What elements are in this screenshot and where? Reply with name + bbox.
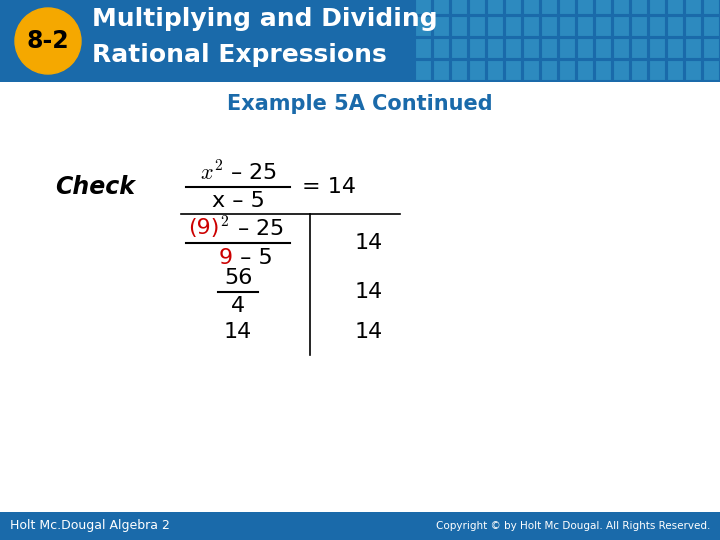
Text: $^2$ – 25: $^2$ – 25: [220, 216, 284, 240]
Bar: [469, 16, 485, 36]
Bar: [667, 38, 683, 58]
Bar: [505, 60, 521, 80]
Bar: [523, 38, 539, 58]
Text: Copyright © by Holt Mc Dougal. All Rights Reserved.: Copyright © by Holt Mc Dougal. All Right…: [436, 521, 710, 531]
Text: Check: Check: [55, 175, 135, 199]
Bar: [577, 38, 593, 58]
Bar: [649, 0, 665, 14]
Bar: [613, 38, 629, 58]
Bar: [595, 38, 611, 58]
Bar: [649, 38, 665, 58]
Bar: [595, 60, 611, 80]
Bar: [703, 38, 719, 58]
Bar: [559, 38, 575, 58]
Text: (9): (9): [189, 218, 220, 238]
Bar: [505, 16, 521, 36]
Bar: [649, 60, 665, 80]
Bar: [631, 60, 647, 80]
Text: 14: 14: [355, 322, 383, 342]
Bar: [487, 60, 503, 80]
Circle shape: [15, 8, 81, 74]
Bar: [541, 0, 557, 14]
Bar: [559, 16, 575, 36]
Bar: [577, 0, 593, 14]
Bar: [523, 60, 539, 80]
Bar: [703, 0, 719, 14]
Text: Example 5A Continued: Example 5A Continued: [228, 94, 492, 114]
Text: $x^2$ – 25: $x^2$ – 25: [199, 160, 276, 184]
Text: – 5: – 5: [233, 248, 273, 268]
Text: 8-2: 8-2: [27, 29, 69, 53]
Text: 14: 14: [355, 233, 383, 253]
Bar: [685, 16, 701, 36]
Bar: [541, 60, 557, 80]
Bar: [595, 16, 611, 36]
Bar: [577, 60, 593, 80]
Bar: [541, 38, 557, 58]
Bar: [415, 16, 431, 36]
Bar: [613, 0, 629, 14]
Bar: [469, 60, 485, 80]
Bar: [451, 0, 467, 14]
Bar: [685, 60, 701, 80]
Bar: [487, 38, 503, 58]
Bar: [415, 0, 431, 14]
Bar: [685, 0, 701, 14]
Bar: [0, 0, 720, 82]
Text: 9: 9: [219, 248, 233, 268]
Bar: [523, 0, 539, 14]
Bar: [685, 38, 701, 58]
Bar: [433, 16, 449, 36]
Bar: [703, 60, 719, 80]
Bar: [469, 38, 485, 58]
Text: 14: 14: [355, 282, 383, 302]
Text: 4: 4: [231, 296, 245, 316]
Bar: [613, 16, 629, 36]
Bar: [487, 0, 503, 14]
Bar: [559, 60, 575, 80]
Bar: [667, 60, 683, 80]
Text: Holt Mc.Dougal Algebra 2: Holt Mc.Dougal Algebra 2: [10, 519, 170, 532]
Bar: [433, 60, 449, 80]
Bar: [433, 38, 449, 58]
Text: Multiplying and Dividing: Multiplying and Dividing: [92, 7, 438, 31]
Text: x – 5: x – 5: [212, 191, 264, 211]
Text: 14: 14: [224, 322, 252, 342]
Bar: [631, 16, 647, 36]
Bar: [415, 60, 431, 80]
Bar: [433, 0, 449, 14]
Bar: [451, 16, 467, 36]
Bar: [451, 38, 467, 58]
Bar: [595, 0, 611, 14]
Bar: [415, 38, 431, 58]
Bar: [667, 16, 683, 36]
Bar: [451, 60, 467, 80]
Bar: [487, 16, 503, 36]
Bar: [505, 38, 521, 58]
Bar: [577, 16, 593, 36]
Bar: [703, 16, 719, 36]
Bar: [523, 16, 539, 36]
Text: = 14: = 14: [302, 177, 356, 197]
Bar: [667, 0, 683, 14]
Bar: [505, 0, 521, 14]
Bar: [541, 16, 557, 36]
Text: Rational Expressions: Rational Expressions: [92, 43, 387, 67]
Bar: [649, 16, 665, 36]
Bar: [613, 60, 629, 80]
Text: 56: 56: [224, 268, 252, 288]
Bar: [631, 38, 647, 58]
Bar: [631, 0, 647, 14]
Bar: [559, 0, 575, 14]
Bar: [469, 0, 485, 14]
Bar: [0, 512, 720, 540]
